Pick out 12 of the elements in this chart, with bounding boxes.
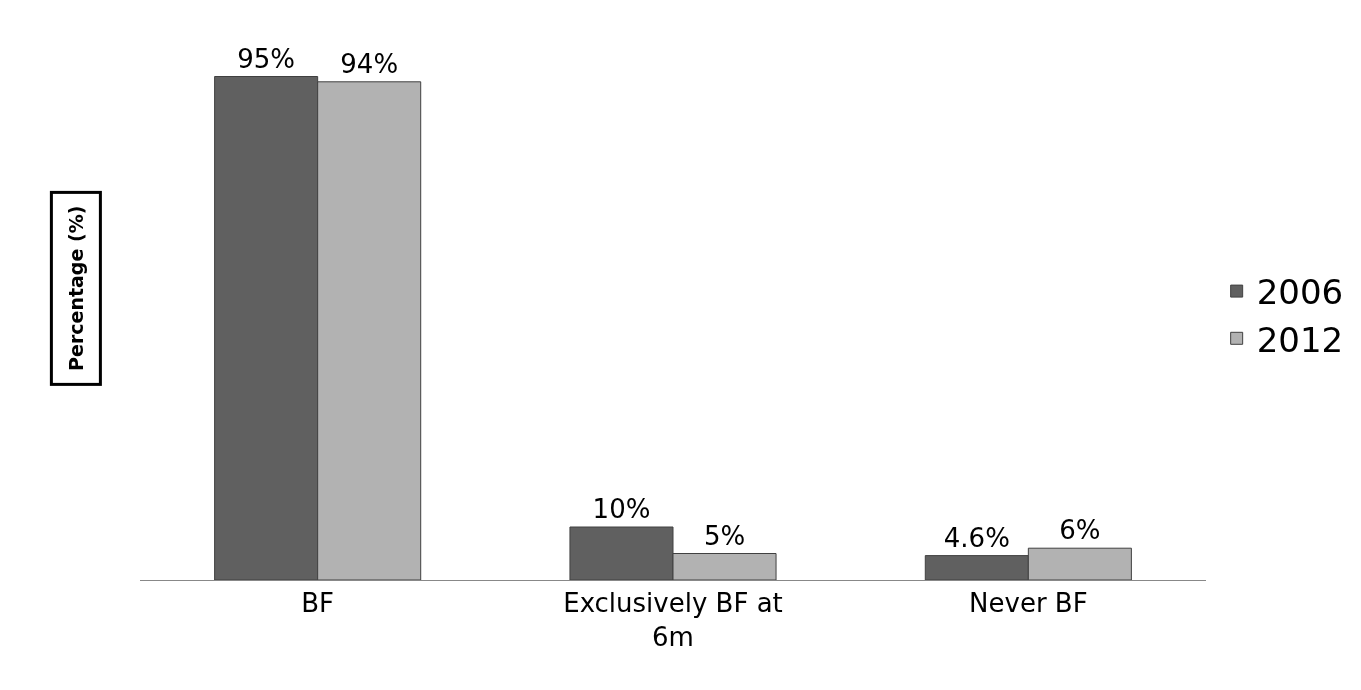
legend-label: 2012 [1256,319,1344,360]
x-tick-label: Never BF [969,588,1088,619]
x-tick-label: Exclusively BF at 6m [563,588,783,652]
legend-label: 2006 [1256,272,1344,313]
data-label: 4.6% [943,522,1010,553]
data-label: 95% [237,43,296,74]
data-label: 10% [592,494,651,524]
data-label: 5% [703,520,746,551]
data-label: 6% [1059,515,1101,546]
y-axis-title: Percentage (%) [64,205,87,371]
x-tick-label: BF [301,588,335,619]
data-label: 94% [340,48,399,79]
